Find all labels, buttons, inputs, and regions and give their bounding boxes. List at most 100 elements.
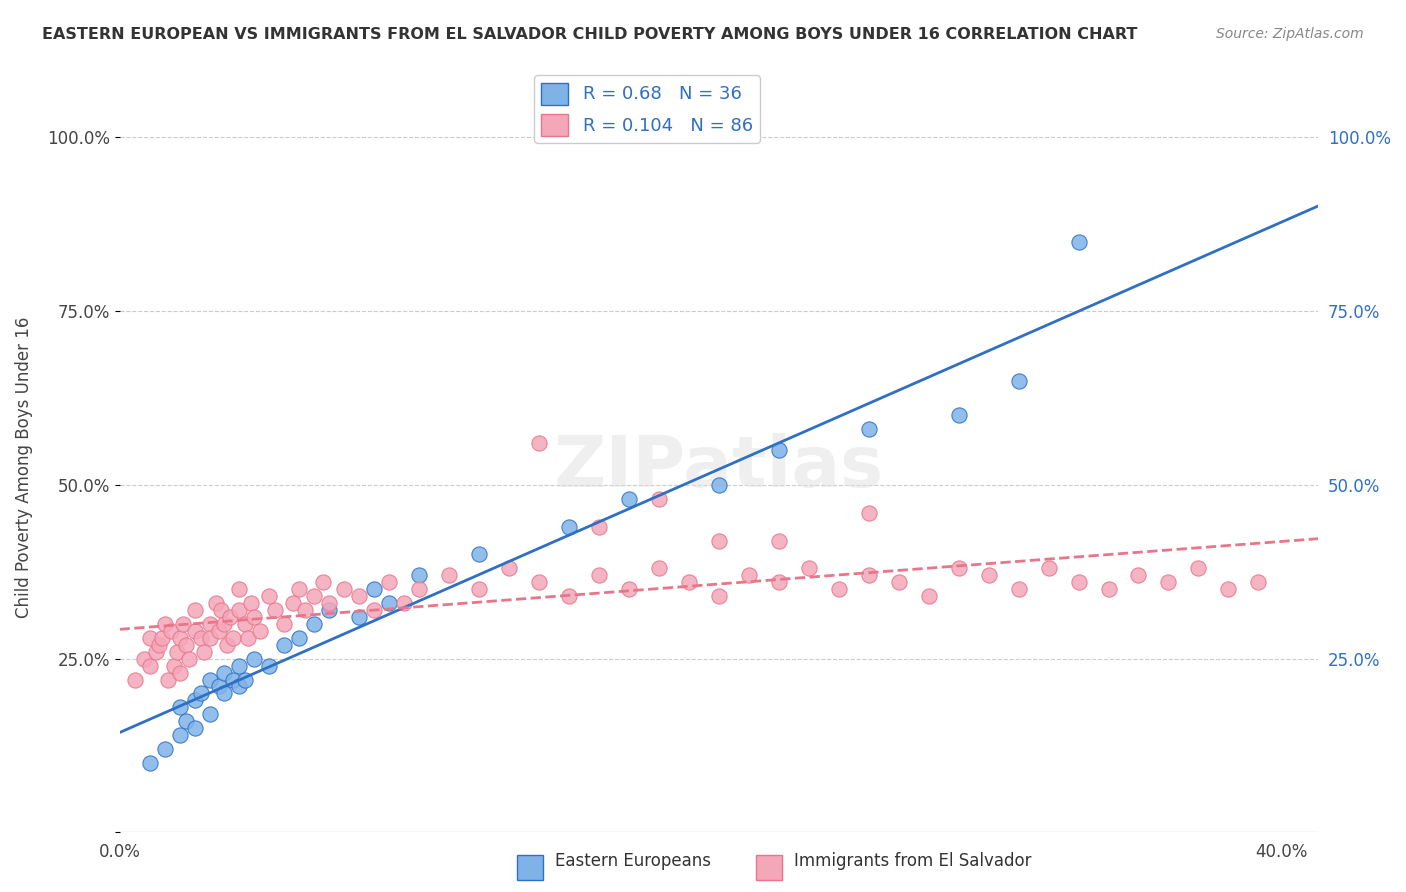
Point	[1218, 582, 1240, 597]
Point	[588, 568, 610, 582]
Point	[235, 673, 257, 687]
Point	[174, 638, 197, 652]
Point	[678, 575, 700, 590]
Point	[1007, 374, 1029, 388]
Text: 0.0%: 0.0%	[98, 843, 141, 861]
Point	[183, 624, 205, 638]
Point	[159, 624, 181, 638]
Point	[169, 700, 191, 714]
Point	[768, 575, 790, 590]
Point	[707, 533, 730, 548]
Text: EASTERN EUROPEAN VS IMMIGRANTS FROM EL SALVADOR CHILD POVERTY AMONG BOYS UNDER 1: EASTERN EUROPEAN VS IMMIGRANTS FROM EL S…	[42, 27, 1137, 42]
Point	[588, 519, 610, 533]
Point	[1097, 582, 1119, 597]
Point	[198, 616, 221, 631]
Point	[228, 582, 250, 597]
Point	[768, 533, 790, 548]
Point	[214, 665, 236, 680]
Point	[172, 616, 194, 631]
Point	[948, 409, 970, 423]
Point	[183, 721, 205, 735]
Point	[858, 506, 880, 520]
Point	[228, 603, 250, 617]
Point	[243, 651, 266, 665]
Point	[240, 596, 263, 610]
Point	[204, 596, 226, 610]
Point	[193, 645, 215, 659]
Point	[169, 728, 191, 742]
Point	[977, 568, 1000, 582]
Point	[294, 603, 316, 617]
Point	[132, 651, 155, 665]
Point	[318, 603, 340, 617]
Point	[177, 651, 200, 665]
Point	[768, 443, 790, 458]
Point	[222, 631, 245, 645]
Point	[190, 631, 212, 645]
Point	[1067, 575, 1090, 590]
Point	[349, 589, 371, 603]
Point	[707, 589, 730, 603]
Point	[138, 756, 160, 770]
Point	[183, 603, 205, 617]
Point	[349, 610, 371, 624]
Legend: R = 0.68   N = 36, R = 0.104   N = 86: R = 0.68 N = 36, R = 0.104 N = 86	[534, 75, 761, 143]
Point	[707, 478, 730, 492]
Point	[1038, 561, 1060, 575]
Point	[169, 631, 191, 645]
Point	[288, 631, 311, 645]
Point	[797, 561, 820, 575]
Point	[617, 491, 640, 506]
Point	[124, 673, 146, 687]
Point	[858, 568, 880, 582]
Point	[214, 686, 236, 700]
Point	[288, 582, 311, 597]
Point	[828, 582, 851, 597]
Point	[312, 575, 335, 590]
Point	[273, 638, 295, 652]
Point	[162, 658, 184, 673]
Point	[394, 596, 416, 610]
Point	[1007, 582, 1029, 597]
Point	[190, 686, 212, 700]
Point	[378, 596, 401, 610]
Point	[249, 624, 271, 638]
Point	[1128, 568, 1150, 582]
Point	[1247, 575, 1270, 590]
Point	[468, 548, 491, 562]
Text: Source: ZipAtlas.com: Source: ZipAtlas.com	[1216, 27, 1364, 41]
Point	[304, 589, 326, 603]
Point	[207, 680, 229, 694]
Point	[439, 568, 461, 582]
Point	[318, 596, 340, 610]
Point	[363, 603, 385, 617]
Point	[243, 610, 266, 624]
Point	[333, 582, 356, 597]
Point	[858, 422, 880, 436]
Text: ZIPatlas: ZIPatlas	[554, 434, 884, 502]
Point	[617, 582, 640, 597]
Point	[198, 707, 221, 722]
Point	[219, 610, 242, 624]
Point	[150, 631, 173, 645]
Point	[166, 645, 188, 659]
Point	[648, 561, 671, 575]
Point	[648, 491, 671, 506]
Point	[259, 589, 281, 603]
Point	[273, 616, 295, 631]
Point	[138, 658, 160, 673]
Point	[148, 638, 170, 652]
Point	[169, 665, 191, 680]
Point	[217, 638, 239, 652]
Point	[174, 714, 197, 729]
Point	[214, 616, 236, 631]
Point	[408, 568, 430, 582]
Point	[228, 680, 250, 694]
Point	[558, 519, 581, 533]
Point	[304, 616, 326, 631]
Point	[207, 624, 229, 638]
Point	[887, 575, 910, 590]
Point	[527, 436, 550, 450]
Point	[264, 603, 287, 617]
Text: Eastern Europeans: Eastern Europeans	[555, 852, 711, 870]
